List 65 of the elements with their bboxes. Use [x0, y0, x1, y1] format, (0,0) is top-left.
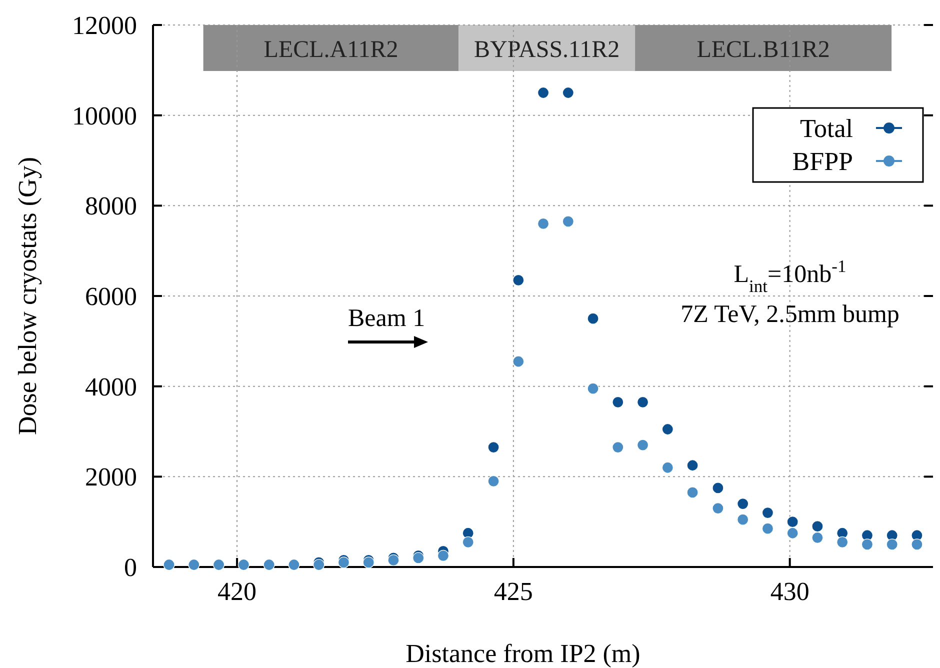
point	[812, 532, 824, 544]
y-tick-label: 2000	[85, 462, 137, 492]
point	[886, 538, 898, 550]
point	[737, 498, 749, 510]
y-tick-label: 10000	[72, 101, 137, 130]
point	[512, 356, 524, 368]
x-axis-title: Distance from IP2 (m)	[406, 639, 640, 668]
point	[537, 218, 550, 230]
x-tick-label: 430	[770, 577, 810, 606]
point	[686, 486, 698, 498]
y-tick-label: 8000	[85, 192, 137, 221]
point	[212, 558, 225, 571]
point	[163, 558, 175, 571]
point	[612, 442, 624, 454]
point	[786, 516, 798, 528]
y-tick-label: 4000	[85, 372, 137, 402]
point	[462, 536, 474, 548]
y-tick-label: 6000	[85, 282, 137, 311]
point	[512, 274, 524, 286]
point	[911, 538, 923, 550]
point	[587, 312, 599, 324]
point	[412, 552, 424, 564]
point	[636, 396, 649, 408]
point	[587, 382, 599, 394]
point	[662, 462, 674, 474]
annotation: Beam 1	[348, 305, 426, 332]
point	[762, 507, 774, 519]
point	[636, 439, 649, 451]
point	[812, 520, 824, 532]
legend-label: BFPP	[792, 147, 853, 176]
point	[537, 86, 550, 99]
point	[188, 558, 200, 571]
annotation: L$_{int}$=10nb$^{-1}$	[734, 256, 846, 296]
point	[238, 558, 250, 571]
point	[388, 554, 400, 566]
band-label: LECL.A11R2	[264, 37, 398, 63]
point	[836, 536, 848, 548]
point	[612, 396, 624, 408]
point	[437, 550, 450, 562]
point	[488, 475, 500, 487]
point	[562, 86, 574, 99]
point	[662, 423, 674, 436]
legend-label: Total	[800, 114, 853, 143]
point	[263, 558, 275, 571]
band-label: LECL.B11R2	[696, 37, 830, 63]
annotation: 7Z TeV, 2.5mm bump	[680, 301, 900, 328]
point	[762, 522, 774, 534]
x-tick-label: 425	[494, 577, 533, 606]
point	[861, 538, 874, 550]
y-axis-title: Dose below cryostats (Gy)	[13, 157, 42, 435]
point	[686, 460, 698, 472]
point	[488, 442, 500, 454]
point	[362, 556, 374, 568]
band-label: BYPASS.11R2	[474, 37, 620, 63]
point	[712, 502, 724, 514]
point	[313, 558, 325, 571]
point	[562, 216, 574, 228]
point	[712, 482, 724, 494]
x-tick-label: 420	[218, 577, 257, 606]
y-tick-label: 12000	[72, 11, 137, 40]
point	[338, 556, 350, 568]
point	[737, 514, 749, 526]
point	[288, 558, 300, 571]
point	[786, 527, 798, 539]
y-tick-label: 0	[124, 553, 137, 582]
